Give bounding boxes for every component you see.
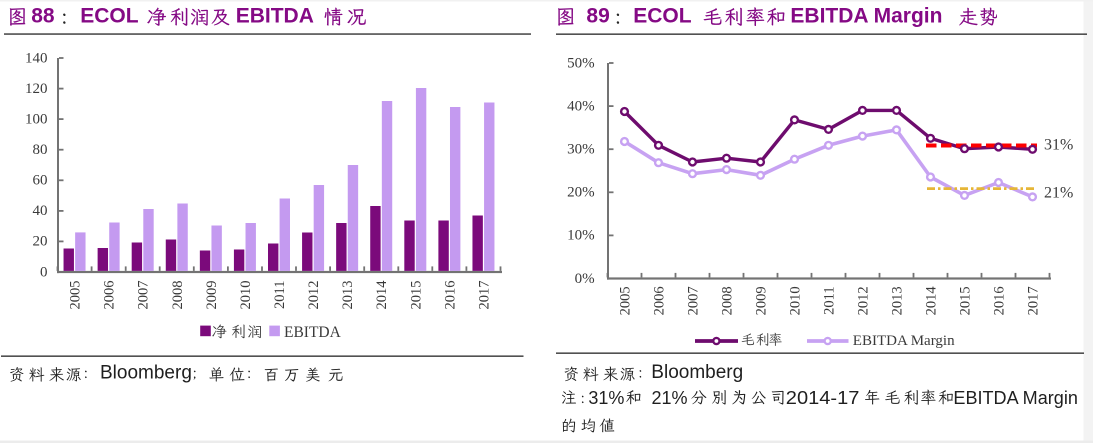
svg-text:ECOL: ECOL — [80, 5, 139, 28]
svg-text:10%: 10% — [567, 228, 595, 244]
svg-text:2010: 2010 — [788, 286, 804, 315]
svg-text:EBITDA Margin: EBITDA Margin — [853, 333, 955, 349]
svg-text:2008: 2008 — [720, 286, 736, 315]
svg-text:2016: 2016 — [442, 281, 458, 310]
svg-text:2007: 2007 — [686, 286, 702, 315]
svg-text:31%: 31% — [588, 388, 624, 408]
svg-text:2005: 2005 — [68, 281, 84, 310]
svg-text:2015: 2015 — [408, 281, 424, 310]
svg-text:EBITDA: EBITDA — [236, 5, 314, 28]
svg-text:120: 120 — [25, 81, 48, 97]
svg-text:Bloomberg: Bloomberg — [651, 362, 743, 383]
svg-text:2006: 2006 — [652, 286, 668, 315]
svg-text:2014: 2014 — [924, 286, 940, 316]
svg-text:2015: 2015 — [958, 286, 974, 315]
svg-text:88: 88 — [31, 5, 55, 28]
svg-text:ECOL: ECOL — [633, 5, 692, 28]
svg-text:31%: 31% — [1044, 137, 1073, 154]
svg-text:2012: 2012 — [306, 281, 322, 310]
svg-text:EBITDA Margin: EBITDA Margin — [953, 388, 1078, 408]
svg-text:2013: 2013 — [890, 286, 906, 315]
svg-text:EBITDA: EBITDA — [284, 324, 342, 341]
svg-text:89: 89 — [586, 5, 609, 28]
svg-text:140: 140 — [25, 50, 48, 66]
svg-text:2016: 2016 — [992, 286, 1008, 315]
svg-text:50%: 50% — [567, 55, 595, 71]
svg-text:2006: 2006 — [102, 281, 118, 310]
svg-text:21%: 21% — [652, 388, 688, 408]
svg-text:2011: 2011 — [822, 286, 838, 314]
svg-text:2010: 2010 — [238, 281, 254, 310]
svg-text:Bloomberg: Bloomberg — [100, 362, 192, 383]
svg-text:0%: 0% — [575, 271, 595, 287]
svg-text:2009: 2009 — [754, 286, 770, 315]
svg-text:100: 100 — [25, 111, 48, 127]
svg-text:2014: 2014 — [374, 280, 390, 310]
svg-text:0: 0 — [40, 264, 48, 280]
svg-text:2011: 2011 — [272, 281, 288, 309]
svg-text:2017: 2017 — [1026, 286, 1042, 315]
svg-text:EBITDA Margin: EBITDA Margin — [790, 5, 942, 28]
svg-text:80: 80 — [33, 142, 48, 158]
svg-text:21%: 21% — [1044, 185, 1073, 202]
svg-text:20: 20 — [33, 234, 48, 250]
svg-text:2007: 2007 — [136, 281, 152, 310]
svg-text:2017: 2017 — [477, 281, 493, 310]
svg-text:2014-17: 2014-17 — [786, 387, 860, 408]
svg-text:2013: 2013 — [340, 281, 356, 310]
svg-text:2009: 2009 — [204, 281, 220, 310]
svg-text:40%: 40% — [567, 98, 595, 114]
svg-text:40: 40 — [33, 203, 48, 219]
svg-text:2005: 2005 — [618, 286, 634, 315]
svg-text:2008: 2008 — [170, 281, 186, 310]
svg-text:60: 60 — [33, 173, 48, 189]
svg-text:30%: 30% — [567, 142, 595, 158]
svg-text:2012: 2012 — [856, 286, 872, 315]
svg-text:20%: 20% — [567, 185, 595, 201]
